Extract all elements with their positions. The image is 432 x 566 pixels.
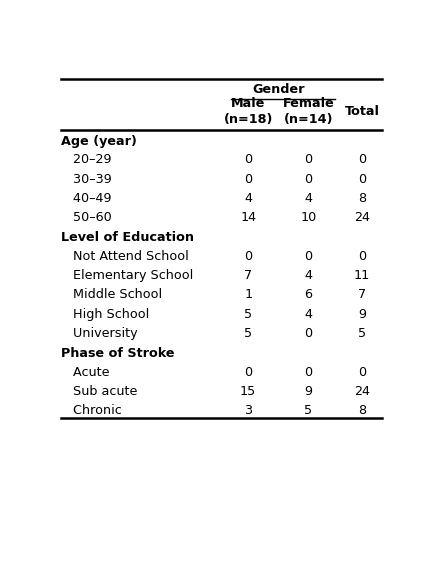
Text: 0: 0	[244, 366, 252, 379]
Text: Sub acute: Sub acute	[60, 385, 137, 398]
Text: 0: 0	[358, 153, 366, 166]
Text: University: University	[60, 327, 137, 340]
Text: 20–29: 20–29	[60, 153, 111, 166]
Text: 4: 4	[244, 192, 252, 205]
Text: 0: 0	[305, 250, 312, 263]
Text: 0: 0	[244, 173, 252, 186]
Text: Gender: Gender	[252, 83, 305, 96]
Text: 8: 8	[358, 192, 366, 205]
Text: 0: 0	[305, 327, 312, 340]
Text: 11: 11	[354, 269, 370, 282]
Text: Middle School: Middle School	[60, 289, 162, 302]
Text: 4: 4	[305, 192, 312, 205]
Text: Elementary School: Elementary School	[60, 269, 193, 282]
Text: 1: 1	[244, 289, 252, 302]
Text: 9: 9	[305, 385, 312, 398]
Text: 4: 4	[305, 269, 312, 282]
Text: 0: 0	[358, 173, 366, 186]
Text: Phase of Stroke: Phase of Stroke	[60, 348, 174, 361]
Text: 24: 24	[354, 385, 370, 398]
Text: 0: 0	[305, 173, 312, 186]
Text: 5: 5	[244, 308, 252, 320]
Text: 8: 8	[358, 404, 366, 417]
Text: 0: 0	[244, 250, 252, 263]
Text: 0: 0	[358, 250, 366, 263]
Text: Chronic: Chronic	[60, 404, 121, 417]
Text: 5: 5	[305, 404, 312, 417]
Text: Female
(n=14): Female (n=14)	[283, 97, 334, 126]
Text: Not Attend School: Not Attend School	[60, 250, 188, 263]
Text: 50–60: 50–60	[60, 211, 111, 224]
Text: 30–39: 30–39	[60, 173, 111, 186]
Text: 7: 7	[244, 269, 252, 282]
Text: 10: 10	[300, 211, 317, 224]
Text: 24: 24	[354, 211, 370, 224]
Text: 14: 14	[240, 211, 256, 224]
Text: 0: 0	[305, 366, 312, 379]
Text: 5: 5	[244, 327, 252, 340]
Text: Age (year): Age (year)	[60, 135, 137, 148]
Text: 0: 0	[358, 366, 366, 379]
Text: 3: 3	[244, 404, 252, 417]
Text: Total: Total	[344, 105, 380, 118]
Text: Level of Education: Level of Education	[60, 231, 194, 245]
Text: 5: 5	[358, 327, 366, 340]
Text: 0: 0	[244, 153, 252, 166]
Text: 15: 15	[240, 385, 256, 398]
Text: 6: 6	[305, 289, 312, 302]
Text: High School: High School	[60, 308, 149, 320]
Text: 7: 7	[358, 289, 366, 302]
Text: 0: 0	[305, 153, 312, 166]
Text: 40–49: 40–49	[60, 192, 111, 205]
Text: Acute: Acute	[60, 366, 109, 379]
Text: 4: 4	[305, 308, 312, 320]
Text: Male
(n=18): Male (n=18)	[223, 97, 273, 126]
Text: 9: 9	[358, 308, 366, 320]
